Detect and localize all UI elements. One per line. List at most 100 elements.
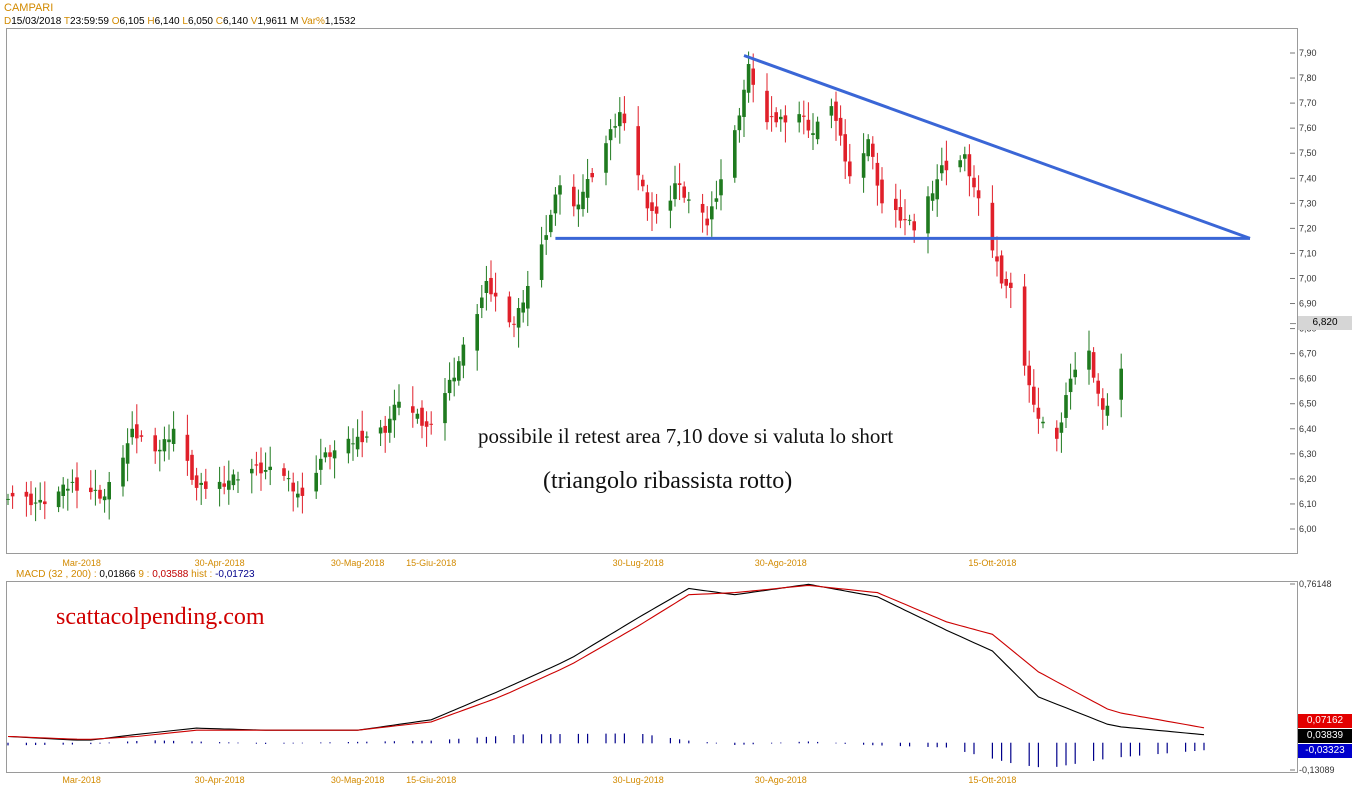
candle-body [392,404,397,421]
candle-body [107,481,111,500]
candle-body [636,126,640,176]
date-value: 15/03/2018 [11,16,62,27]
candle-body [604,143,608,173]
candle-body [204,481,208,489]
macd-legend-hist-value: -0,01723 [215,569,255,580]
candle-body [700,203,705,213]
candle-body [875,162,880,186]
candle-body [544,235,548,240]
price-chart-panel[interactable] [6,28,1298,554]
candle-body [553,194,558,214]
macd-ytick-label: -0,13089 [1299,765,1335,775]
candle-body [866,139,870,157]
price-ytick-label: 6,00 [1299,524,1317,534]
candle-body [944,160,949,171]
candle-body [351,443,355,445]
candle-body [286,478,291,480]
candle-body [677,183,682,185]
price-ytick-label: 6,20 [1299,474,1317,484]
close-key: C [215,16,223,27]
candle-body [121,457,125,487]
candle-body [185,434,190,461]
candle-body [1091,352,1096,378]
candle-body [829,106,834,116]
low-key: L [182,16,188,27]
price-xtick-label: 30-Lug-2018 [613,558,664,568]
candle-body [420,407,424,426]
candle-body [576,204,581,210]
price-ytick-label: 7,60 [1299,123,1317,133]
candle-body [1041,421,1045,424]
candle-body [93,489,98,491]
instrument-title: CAMPARI [4,2,54,14]
candle-body [268,466,272,471]
candle-body [1096,380,1100,394]
candle-body [903,219,907,221]
macd-ytick-label: 0,76148 [1299,579,1332,589]
price-ytick-label: 7,90 [1299,48,1317,58]
macd-legend-hist-key: hist : [191,569,213,580]
candle-body [328,452,332,457]
candle-body [512,323,516,325]
price-ytick-label: 7,10 [1299,248,1317,258]
candle-body [737,115,742,131]
candle-body [848,161,852,177]
candle-body [539,244,544,280]
candle-body [70,481,75,483]
candle-body [843,134,847,162]
candle-body [572,186,576,207]
price-ytick-label: 7,30 [1299,198,1317,208]
candle-body [1101,398,1105,410]
candle-body [516,308,521,328]
candle-body [484,280,489,294]
candle-body [1119,368,1123,400]
price-xtick-label: 30-Ago-2018 [755,558,807,568]
candle-body [1087,350,1091,370]
macd-legend-signal-key: 9 : [138,569,150,580]
candle-body [355,436,360,450]
candle-body [898,207,903,221]
macd-xtick-label: 30-Lug-2018 [613,775,664,785]
candle-body [397,401,401,408]
candle-body [687,199,691,201]
var-key: Var% [301,16,325,27]
candle-body [263,470,268,472]
volume-value: 1,9611 M [257,16,299,27]
candle-body [972,177,976,188]
candle-body [1022,286,1027,366]
candle-body [291,482,295,492]
price-ytick-label: 6,60 [1299,374,1317,384]
price-ytick-label: 6,90 [1299,299,1317,309]
candle-body [452,377,456,382]
candle-body [719,179,723,196]
candle-body [236,479,240,481]
candle-body [158,449,162,452]
candle-body [526,285,530,309]
price-ytick-label: 7,50 [1299,148,1317,158]
candle-body [323,452,328,458]
candle-body [24,491,29,497]
candle-body [98,489,102,499]
candle-body [590,173,594,178]
candle-body [89,487,93,493]
candle-body [802,115,806,117]
candle-body [673,183,677,200]
candle-body [125,443,130,464]
annotation-retest: possibile il retest area 7,10 dove si va… [478,424,894,448]
candle-body [480,297,484,309]
candle-body [194,475,199,488]
candle-body [190,454,194,480]
price-xtick-label: Mar-2018 [62,558,101,568]
candle-body [995,256,999,262]
candle-body [282,468,286,476]
high-key: H [147,16,155,27]
candle-body [751,68,755,85]
candle-body [411,406,415,413]
macd-legend-name: MACD [16,569,46,580]
candle-body [1073,369,1077,378]
candle-body [838,117,843,136]
candle-body [1059,422,1064,433]
candle-body [360,430,364,443]
time-key: T [63,16,71,27]
price-ytick-label: 6,40 [1299,424,1317,434]
